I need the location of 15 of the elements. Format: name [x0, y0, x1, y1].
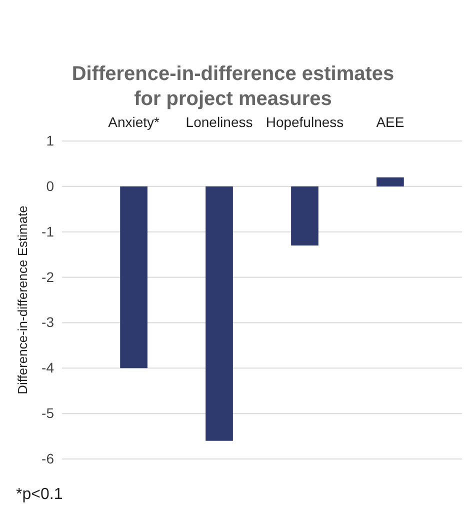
y-tick-label: -6 [42, 450, 54, 466]
y-tick-label: -2 [42, 268, 54, 285]
y-tick-label: 0 [46, 178, 54, 194]
x-tick-label: Loneliness [186, 114, 253, 130]
y-axis-title: Difference-in-difference Estimate [15, 206, 30, 394]
y-tick-label: -1 [42, 223, 54, 240]
y-tick-label: -3 [42, 314, 54, 330]
y-tick-label: 1 [46, 132, 54, 148]
chart-title: Difference-in-difference estimates for project measures [72, 63, 394, 110]
x-tick-label: Anxiety* [108, 114, 160, 130]
x-tick-label: Hopefulness [266, 114, 344, 130]
y-tick-label: -4 [42, 360, 54, 376]
x-tick-label: AEE [376, 114, 404, 130]
y-tick-label: -5 [42, 405, 54, 422]
text: *p<0.1 [16, 486, 63, 503]
